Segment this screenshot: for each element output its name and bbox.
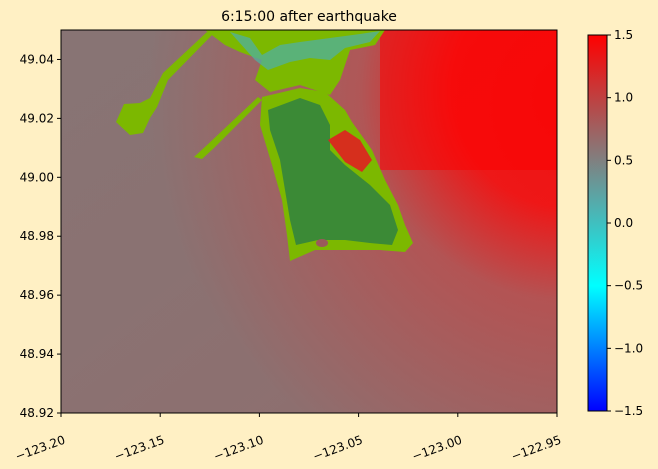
inland-pond xyxy=(316,239,328,247)
colorbar-tick-label: 0.0 xyxy=(614,216,633,230)
land-point-roberts-highland xyxy=(268,98,398,245)
colorbar: −1.5 −1.0 −0.5 0.0 0.5 1.0 1.5 xyxy=(587,28,643,418)
flooded-area-north xyxy=(230,31,380,70)
chart-title: 6:15:00 after earthquake xyxy=(221,9,397,25)
x-axis: −123.20 −123.15 −123.10 −123.05 −123.00 −122.… xyxy=(13,413,563,464)
y-axis: 48.92 48.94 48.96 48.98 49.00 49.02 49.04 xyxy=(20,52,61,420)
colorbar-gradient xyxy=(587,34,608,412)
y-tick-label: 48.94 xyxy=(20,347,54,361)
colorbar-tick-label: −0.5 xyxy=(614,279,643,293)
land-jetty xyxy=(194,97,262,159)
land-ferry-terminal xyxy=(116,32,213,135)
colorbar-tick-label: −1.5 xyxy=(614,404,643,418)
flooded-area-east xyxy=(328,130,372,172)
colorbar-tick-label: −1.0 xyxy=(614,341,643,355)
colorbar-tick-label: 1.0 xyxy=(614,91,633,105)
colorbar-tick-label: 0.5 xyxy=(614,153,633,167)
y-tick-label: 49.02 xyxy=(20,111,54,125)
colorbar-tick-label: 1.5 xyxy=(614,28,633,42)
x-tick-label: −123.10 xyxy=(212,433,266,464)
y-tick-label: 49.00 xyxy=(20,170,54,184)
x-tick-label: −122.95 xyxy=(509,433,563,464)
x-tick-label: −123.20 xyxy=(13,433,67,464)
plot-frame xyxy=(60,29,558,414)
x-tick-label: −123.15 xyxy=(113,433,167,464)
y-tick-label: 48.98 xyxy=(20,229,54,243)
y-tick-label: 48.96 xyxy=(20,288,54,302)
y-tick-label: 48.92 xyxy=(20,406,54,420)
x-tick-label: −123.00 xyxy=(410,433,464,464)
plot-area xyxy=(61,30,557,413)
sea-surface-red-zone xyxy=(380,30,557,170)
y-tick-label: 49.04 xyxy=(20,52,54,66)
x-tick-label: −123.05 xyxy=(311,433,365,464)
